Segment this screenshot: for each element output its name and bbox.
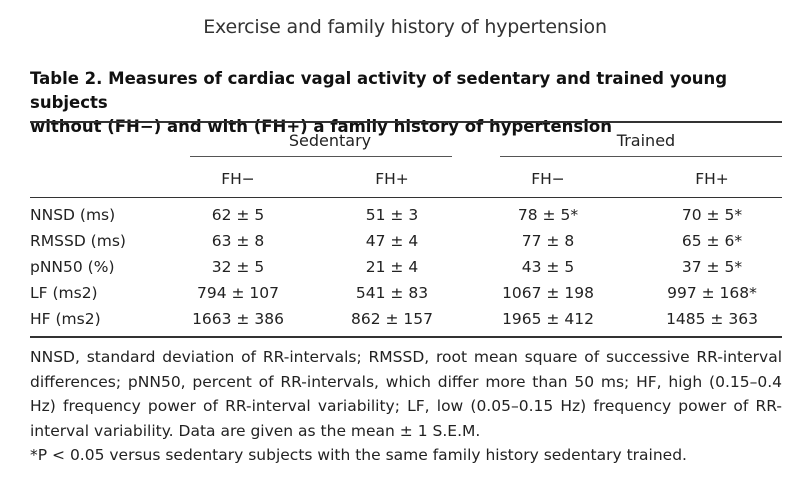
table-cell: 862 ± 157 (350, 310, 433, 328)
row-label: NNSD (ms) (30, 206, 116, 224)
row-label: HF (ms2) (30, 310, 101, 328)
table-cell: 47 ± 4 (365, 232, 419, 250)
table-cell: 43 ± 5 (521, 258, 575, 276)
table-bottom-rule (30, 336, 782, 338)
table-header-rule (30, 197, 782, 198)
table-cell: 541 ± 83 (355, 284, 429, 302)
table-cell: 21 ± 4 (365, 258, 419, 276)
table-top-rule (30, 121, 782, 123)
row-label: RMSSD (ms) (30, 232, 126, 250)
table-cell: 70 ± 5* (681, 206, 743, 224)
table-cell: 62 ± 5 (211, 206, 265, 224)
group-head-sedentary: Sedentary (288, 131, 372, 150)
table-cell: 1663 ± 386 (192, 310, 284, 328)
subhead-sedentary-fh-minus: FH− (221, 170, 255, 188)
table-cell: 77 ± 8 (521, 232, 575, 250)
table-cell: 37 ± 5* (681, 258, 743, 276)
footnote-significance: *P < 0.05 versus sedentary subjects with… (30, 446, 687, 464)
table-caption: Table 2. Measures of cardiac vagal activ… (30, 67, 790, 139)
table-footnote: NNSD, standard deviation of RR-intervals… (30, 345, 782, 468)
table-cell: 794 ± 107 (196, 284, 279, 302)
subhead-trained-fh-minus: FH− (531, 170, 565, 188)
caption-line-1: Table 2. Measures of cardiac vagal activ… (30, 69, 728, 112)
table-cell: 1067 ± 198 (502, 284, 594, 302)
table-cell: 78 ± 5* (517, 206, 579, 224)
subhead-trained-fh-plus: FH+ (695, 170, 729, 188)
subhead-sedentary-fh-plus: FH+ (375, 170, 409, 188)
table-cell: 1485 ± 363 (666, 310, 758, 328)
table-cell: 65 ± 6* (681, 232, 743, 250)
table-cell: 32 ± 5 (211, 258, 265, 276)
group-rule-sedentary (190, 156, 452, 157)
table-cell: 51 ± 3 (365, 206, 419, 224)
row-label: LF (ms2) (30, 284, 98, 302)
row-label: pNN50 (%) (30, 258, 115, 276)
table-cell: 1965 ± 412 (502, 310, 594, 328)
footnote-abbreviations: NNSD, standard deviation of RR-intervals… (30, 348, 782, 440)
table-cell: 997 ± 168* (667, 284, 757, 302)
group-rule-trained (500, 156, 782, 157)
running-head: Exercise and family history of hypertens… (203, 16, 607, 38)
group-head-trained: Trained (616, 131, 676, 150)
table-cell: 63 ± 8 (211, 232, 265, 250)
